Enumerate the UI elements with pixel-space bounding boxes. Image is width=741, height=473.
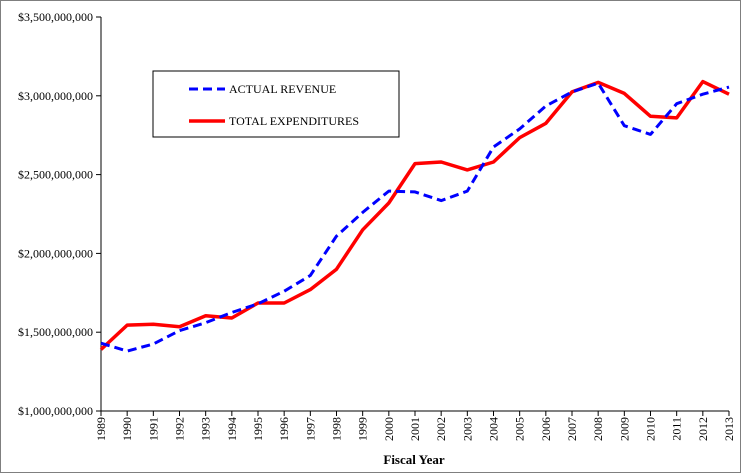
x-tick-label: 2007	[565, 417, 579, 441]
series-line-total-expenditures	[99, 79, 730, 351]
series-line-actual-revenue	[100, 81, 730, 353]
y-tick-label: $1,500,000,000	[18, 325, 93, 339]
x-tick-label: 2012	[696, 417, 710, 441]
x-tick-label: 1999	[356, 417, 370, 441]
x-tick-label: 2006	[539, 417, 553, 441]
legend-label: ACTUAL REVENUE	[229, 82, 336, 96]
y-tick-label: $3,500,000,000	[18, 10, 93, 24]
x-tick-label: 2010	[644, 417, 658, 441]
x-tick-label: 1990	[120, 417, 134, 441]
x-tick-label: 1993	[199, 417, 213, 441]
x-tick-label: 2003	[460, 417, 474, 441]
legend-box	[152, 70, 400, 138]
x-tick-label: 2009	[617, 417, 631, 441]
y-tick-label: $3,000,000,000	[18, 89, 93, 103]
x-tick-label: 2000	[382, 417, 396, 441]
x-tick-label: 2001	[408, 417, 422, 441]
x-tick-label: 1995	[251, 417, 265, 441]
x-tick-label: 2004	[487, 417, 501, 441]
y-axis-ticks: $1,000,000,000 $1,500,000,000 $2,000,000,0…	[18, 10, 101, 418]
x-tick-label: 1994	[225, 417, 239, 441]
series-layer	[99, 79, 730, 353]
x-tick-label: 2013	[722, 417, 736, 441]
x-tick-label: 1997	[303, 417, 317, 441]
legend-label: TOTAL EXPENDITURES	[229, 114, 359, 128]
x-tick-label: 1996	[277, 417, 291, 441]
x-axis-ticks: 1989 1990 1991 1992 1993 1994 1995 1996 1997 1998…	[94, 411, 736, 441]
y-tick-label: $1,000,000,000	[18, 404, 93, 418]
x-tick-label: 2005	[513, 417, 527, 441]
x-tick-label: 1998	[330, 417, 344, 441]
x-tick-label: 2011	[670, 417, 684, 441]
x-tick-label: 2008	[591, 417, 605, 441]
x-tick-label: 1992	[173, 417, 187, 441]
x-tick-label: 1991	[146, 417, 160, 441]
x-axis-title: Fiscal Year	[383, 452, 444, 467]
x-tick-label: 2002	[434, 417, 448, 441]
y-tick-label: $2,500,000,000	[18, 168, 93, 182]
legend: ACTUAL REVENUE TOTAL EXPENDITURES	[152, 70, 400, 138]
y-tick-label: $2,000,000,000	[18, 246, 93, 260]
x-tick-label: 1989	[94, 417, 108, 441]
